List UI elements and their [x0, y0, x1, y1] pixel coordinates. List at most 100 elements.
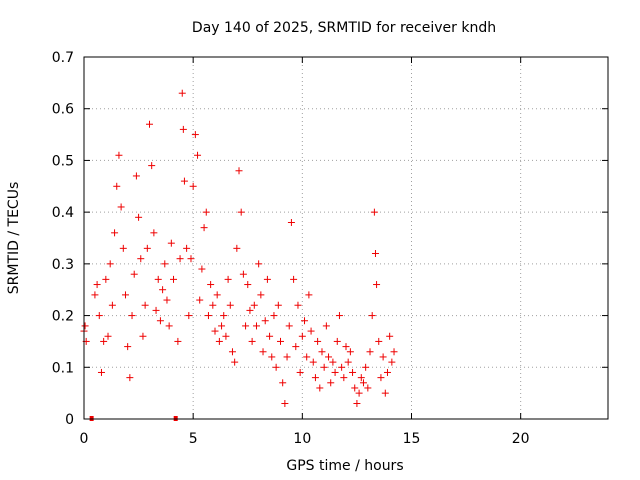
data-point: [161, 260, 169, 268]
data-point: [322, 322, 330, 330]
data-point: [340, 374, 348, 382]
y-tick-label: 0.4: [52, 205, 74, 221]
data-point: [252, 322, 260, 330]
data-point: [170, 275, 178, 283]
data-point: [139, 332, 147, 340]
data-point: [274, 301, 282, 309]
data-point: [351, 384, 359, 392]
data-point: [244, 281, 252, 289]
data-point: [314, 337, 322, 345]
data-point: [150, 229, 158, 237]
data-point: [235, 167, 243, 175]
data-point: [386, 332, 394, 340]
data-point: [327, 379, 335, 387]
data-point: [248, 337, 256, 345]
y-tick-label: 0.7: [52, 50, 74, 66]
data-point: [95, 312, 103, 320]
data-point: [305, 291, 313, 299]
data-point: [250, 301, 258, 309]
data-point: [143, 244, 151, 252]
data-point: [268, 353, 276, 361]
data-point: [222, 332, 230, 340]
data-point: [130, 270, 138, 278]
data-point: [259, 348, 267, 356]
data-point: [213, 291, 221, 299]
data-point: [108, 301, 116, 309]
data-point: [246, 306, 254, 314]
data-point: [301, 317, 309, 325]
data-point: [371, 250, 379, 258]
data-point: [296, 368, 304, 376]
data-point: [137, 255, 145, 263]
data-point: [163, 296, 171, 304]
data-point: [353, 399, 361, 407]
data-point: [370, 208, 378, 216]
data-point: [277, 337, 284, 345]
y-tick-label: 0.5: [52, 153, 74, 169]
y-tick-label: 0.1: [52, 360, 74, 376]
data-point: [290, 275, 298, 283]
data-point: [180, 177, 188, 185]
data-point: [325, 353, 333, 361]
y-tick-label: 0: [65, 412, 74, 428]
data-point: [331, 368, 339, 376]
data-point: [211, 327, 219, 335]
data-point: [156, 317, 164, 325]
data-point: [279, 379, 287, 387]
data-point: [368, 312, 376, 320]
data-point: [333, 337, 341, 345]
data-point: [167, 239, 175, 247]
data-point: [270, 312, 278, 320]
data-point: [283, 353, 291, 361]
data-point: [294, 301, 302, 309]
x-tick-label: 10: [293, 431, 311, 447]
data-point: [233, 244, 241, 252]
data-point: [113, 182, 121, 190]
data-point: [198, 265, 206, 273]
data-point: [148, 162, 156, 170]
data-point: [335, 312, 343, 320]
data-point: [111, 229, 119, 237]
data-point: [292, 343, 300, 351]
y-tick-label: 0.6: [52, 102, 74, 118]
data-point: [311, 374, 319, 382]
data-point: [141, 301, 149, 309]
y-axis-label: SRMTID / TECUs: [6, 182, 22, 295]
data-point: [261, 317, 269, 325]
data-point: [329, 358, 337, 366]
x-tick-label: 0: [80, 431, 89, 447]
axis-ticks: [83, 56, 608, 420]
data-point: [121, 291, 129, 299]
data-point: [226, 301, 234, 309]
plot-frame: [83, 56, 609, 420]
data-point: [135, 213, 143, 221]
data-point: [202, 208, 210, 216]
data-point: [377, 374, 385, 382]
data-point: [220, 312, 228, 320]
data-point: [231, 358, 239, 366]
data-point: [124, 343, 132, 351]
data-point: [257, 291, 265, 299]
data-point: [255, 260, 263, 268]
data-point: [204, 312, 212, 320]
data-point: [344, 358, 352, 366]
chart-title: Day 140 of 2025, SRMTID for receiver knd…: [192, 20, 496, 36]
data-point: [126, 374, 134, 382]
data-point: [189, 182, 197, 190]
data-point: [266, 332, 274, 340]
data-point: [338, 363, 346, 371]
data-point: [364, 384, 372, 392]
data-point: [146, 120, 153, 128]
y-tick-label: 0.2: [52, 309, 74, 325]
data-point: [178, 89, 186, 97]
data-point: [355, 389, 363, 397]
data-point: [100, 337, 108, 345]
y-tick-label: 0.3: [52, 257, 74, 273]
x-tick-labels: 0 5 10 15 20: [80, 431, 530, 447]
data-point: [303, 353, 311, 361]
data-point: [239, 270, 247, 278]
data-point: [179, 125, 187, 133]
data-point: [102, 275, 110, 283]
data-point: [357, 374, 365, 382]
data-point: [97, 368, 105, 376]
